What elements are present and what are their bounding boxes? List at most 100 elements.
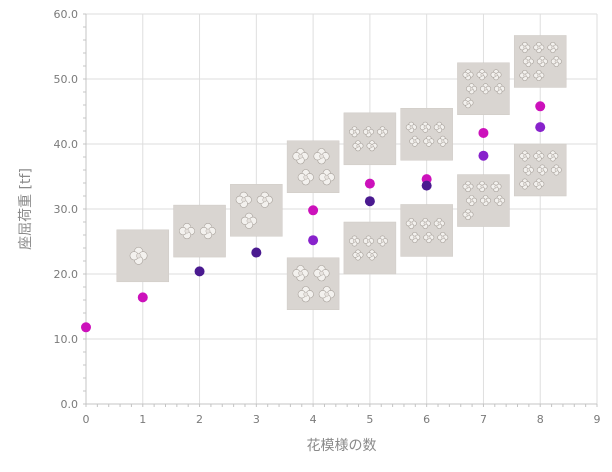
flower-pattern-thumbnail bbox=[400, 108, 453, 161]
flower-center bbox=[494, 73, 498, 77]
flower-icon bbox=[313, 148, 330, 165]
flower-icon bbox=[405, 217, 417, 229]
flower-center bbox=[551, 154, 555, 158]
flower-icon bbox=[352, 140, 364, 152]
flower-center bbox=[483, 198, 488, 203]
flower-icon bbox=[313, 265, 330, 282]
flower-icon bbox=[256, 191, 273, 208]
flower-center bbox=[437, 125, 441, 129]
flower-center bbox=[497, 87, 502, 91]
flower-icon bbox=[519, 150, 531, 162]
flower-icon bbox=[437, 231, 449, 243]
y-tick-label: 60.0 bbox=[54, 8, 79, 21]
flower-center bbox=[526, 168, 530, 172]
flower-icon bbox=[536, 164, 548, 176]
pattern-tile bbox=[400, 108, 453, 161]
x-tick-label: 8 bbox=[537, 413, 544, 426]
flower-icon bbox=[480, 195, 492, 207]
flower-center bbox=[427, 235, 431, 240]
flower-icon bbox=[466, 195, 478, 207]
flower-icon bbox=[129, 246, 148, 265]
flower-icon bbox=[409, 231, 421, 243]
flower-center bbox=[523, 182, 527, 186]
y-tick-label: 10.0 bbox=[54, 333, 79, 346]
flower-center bbox=[352, 130, 357, 134]
flower-center bbox=[441, 235, 445, 240]
flower-pattern-thumbnail bbox=[457, 174, 510, 227]
flower-icon bbox=[349, 235, 360, 247]
flower-center bbox=[409, 221, 413, 226]
flower-icon bbox=[476, 69, 488, 81]
flower-center bbox=[537, 73, 541, 78]
flower-center bbox=[437, 221, 441, 226]
flower-center bbox=[356, 253, 360, 257]
flower-icon bbox=[199, 223, 217, 240]
flower-icon bbox=[292, 265, 309, 282]
data-point bbox=[364, 196, 375, 207]
flower-icon bbox=[366, 140, 378, 152]
pattern-tile bbox=[343, 221, 397, 275]
flower-icon bbox=[366, 249, 378, 261]
flower-center bbox=[497, 198, 502, 203]
flower-center bbox=[480, 73, 484, 77]
flower-center bbox=[409, 125, 413, 129]
pattern-tile bbox=[400, 204, 453, 257]
flower-icon bbox=[519, 41, 531, 53]
flower-center bbox=[427, 139, 431, 143]
data-point bbox=[81, 322, 91, 333]
flower-center bbox=[366, 130, 371, 134]
flower-center bbox=[370, 144, 374, 148]
flower-center bbox=[483, 87, 488, 91]
flower-center bbox=[413, 139, 417, 143]
data-point bbox=[421, 180, 432, 191]
flower-center bbox=[319, 270, 324, 276]
flower-pattern-thumbnail bbox=[343, 221, 397, 275]
flower-icon bbox=[547, 150, 559, 162]
flower-icon bbox=[533, 41, 545, 53]
flower-pattern-thumbnail bbox=[513, 143, 567, 197]
data-point bbox=[308, 235, 319, 246]
flower-icon bbox=[522, 164, 534, 176]
flower-center bbox=[246, 218, 252, 224]
flower-icon bbox=[547, 41, 559, 53]
data-point bbox=[308, 205, 319, 216]
flower-icon bbox=[462, 97, 474, 109]
flower-center bbox=[466, 184, 470, 189]
pattern-tile bbox=[230, 184, 283, 237]
y-tick-label: 50.0 bbox=[54, 73, 79, 86]
pattern-thumbnails bbox=[116, 35, 567, 310]
x-tick-label: 7 bbox=[480, 413, 487, 426]
flower-center bbox=[466, 73, 470, 77]
x-tick-label: 9 bbox=[594, 413, 601, 426]
flower-icon bbox=[240, 212, 258, 229]
data-points bbox=[81, 101, 546, 333]
data-point bbox=[137, 292, 148, 303]
flower-icon bbox=[533, 69, 545, 81]
data-point bbox=[535, 122, 546, 133]
data-point bbox=[535, 101, 546, 112]
flower-icon bbox=[480, 83, 492, 95]
y-tick-label: 30.0 bbox=[54, 203, 79, 216]
flower-center bbox=[523, 73, 527, 78]
flower-center bbox=[466, 101, 470, 105]
flower-center bbox=[423, 125, 427, 129]
x-tick-label: 1 bbox=[139, 413, 146, 426]
flower-center bbox=[441, 139, 445, 143]
x-tick-label: 6 bbox=[423, 413, 430, 426]
flower-icon bbox=[494, 83, 506, 95]
flower-center bbox=[324, 174, 330, 180]
pattern-tile bbox=[343, 112, 397, 166]
flower-center bbox=[537, 45, 541, 50]
flower-icon bbox=[462, 209, 474, 221]
flower-icon bbox=[318, 169, 335, 186]
flower-center bbox=[298, 270, 303, 276]
flower-icon bbox=[409, 135, 421, 147]
flower-center bbox=[380, 130, 385, 134]
flower-icon bbox=[550, 55, 562, 67]
flower-pattern-thumbnail bbox=[286, 140, 340, 193]
flower-icon bbox=[462, 69, 474, 81]
flower-icon bbox=[490, 181, 502, 193]
tick-labels: 0.0 10.0 20.0 30.0 40.0 50.0 60.0 0 1 2 3 4 5 6 7 8 9 bbox=[54, 8, 601, 426]
y-tick-label: 40.0 bbox=[54, 138, 79, 151]
